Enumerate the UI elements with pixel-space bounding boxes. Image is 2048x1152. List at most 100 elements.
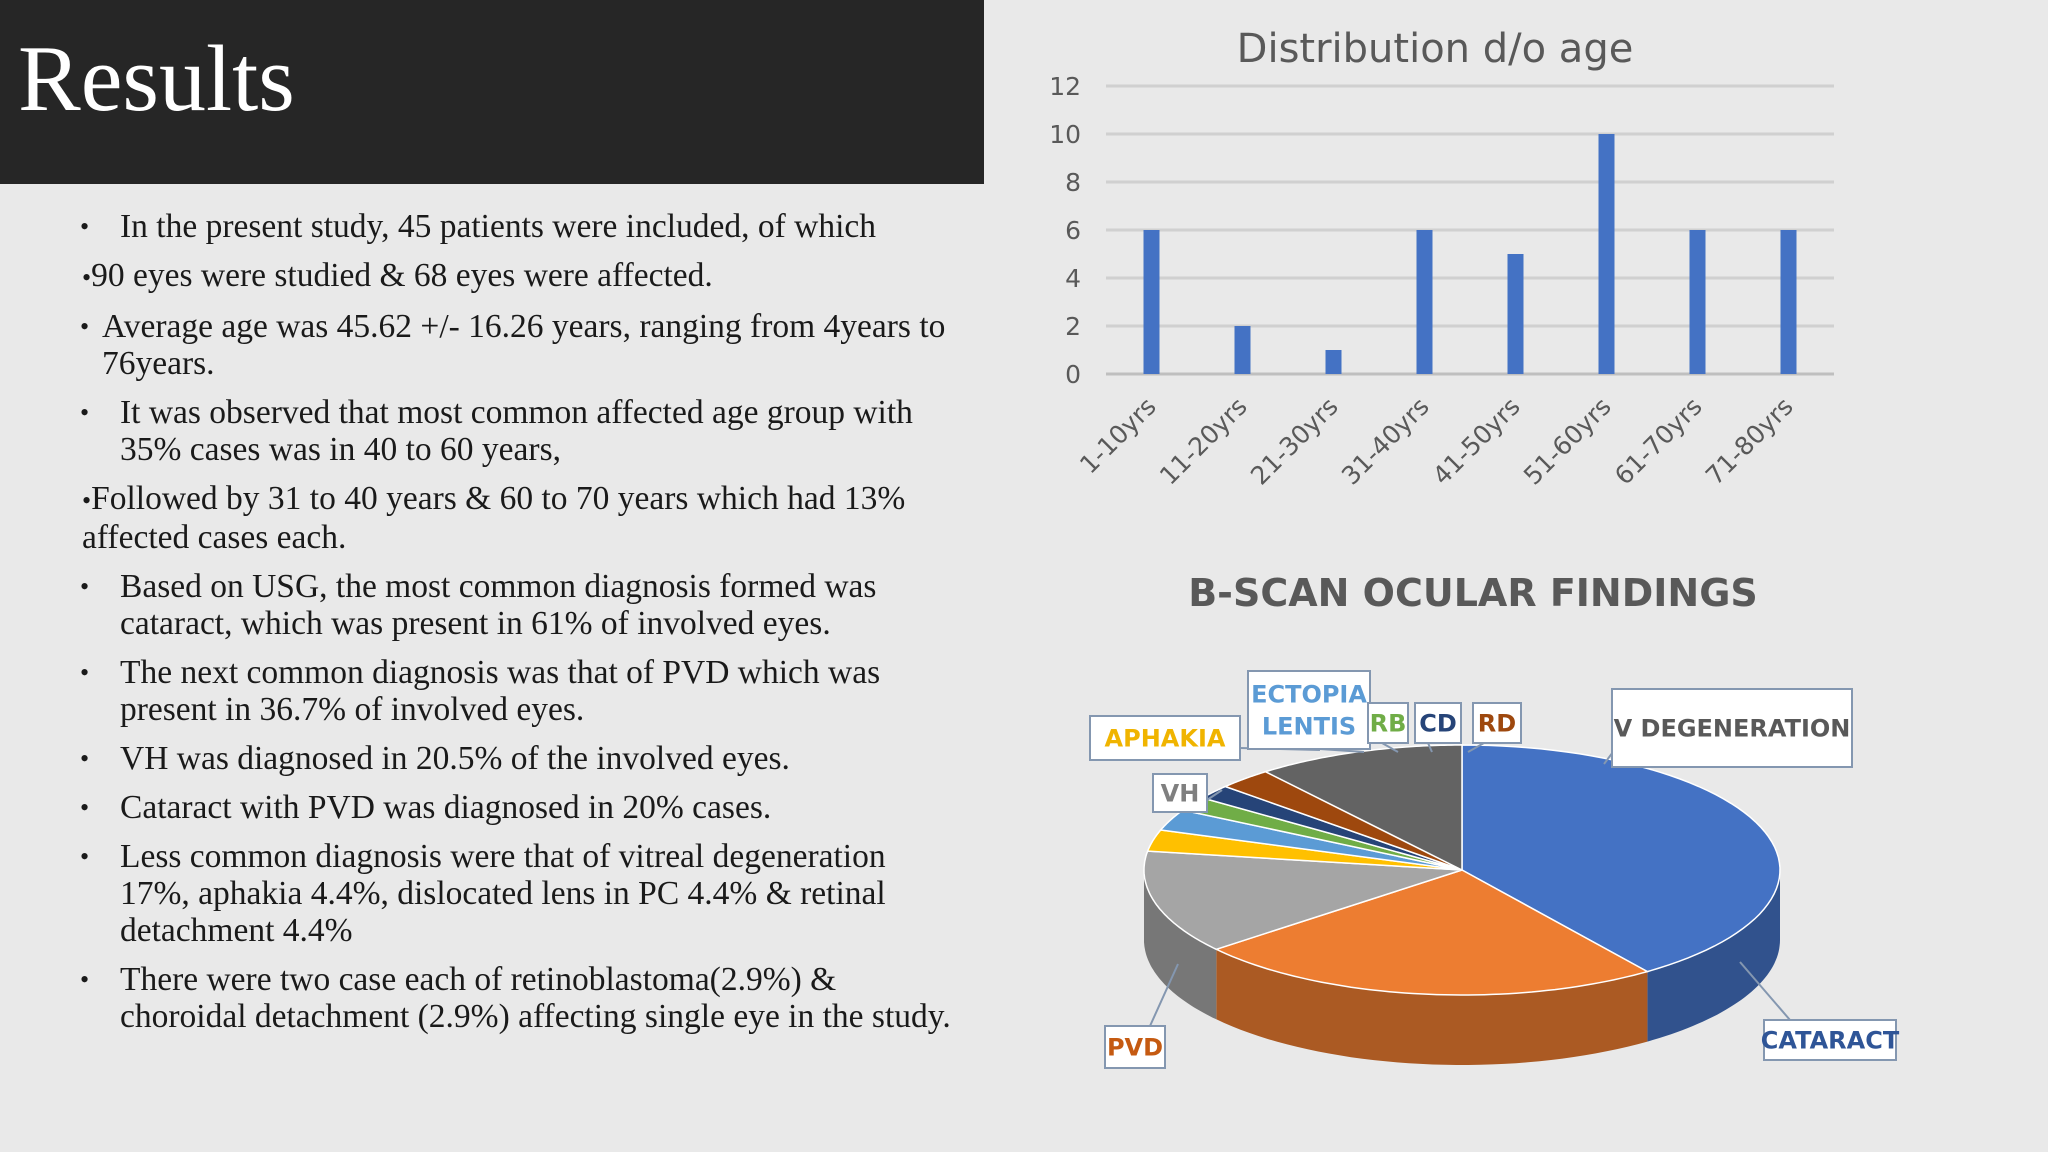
pie-callout: V DEGENERATION <box>1603 688 1853 768</box>
bar <box>1234 326 1251 374</box>
bar <box>1689 230 1706 374</box>
pie-top <box>1143 744 1781 996</box>
x-tick-label: 71-80yrs <box>1700 392 1799 491</box>
bullet-list: • In the present study, 45 patients were… <box>80 208 960 1047</box>
bullet-marker: • <box>80 744 90 773</box>
bullet-marker: • <box>80 398 90 427</box>
pie-slice <box>1222 770 1463 871</box>
bullet-item: • Average age was 45.62 +/- 16.26 years,… <box>80 308 960 382</box>
y-tick-label: 10 <box>1049 120 1081 149</box>
pie-slice-side <box>1647 870 1780 1042</box>
bullet-text: It was observed that most common affecte… <box>120 394 913 468</box>
bullet-text: Cataract with PVD was diagnosed in 20% c… <box>120 789 772 826</box>
bullet-marker: • <box>80 572 90 601</box>
y-tick-label: 0 <box>1065 360 1081 389</box>
bullet-item: • Based on USG, the most common diagnosi… <box>80 568 960 642</box>
bullet-text: Less common diagnosis were that of vitre… <box>120 838 886 949</box>
x-tick-label: 31-40yrs <box>1336 392 1435 491</box>
pie-callout: PVD <box>1104 963 1179 1069</box>
bullet-text: Average age was 45.62 +/- 16.26 years, r… <box>102 308 946 382</box>
callout-box <box>1472 702 1522 744</box>
pie-label: VH <box>1161 780 1200 808</box>
bscan-pie-chart: B-SCAN OCULAR FINDINGS CATARACT PVD VH APHA… <box>1089 571 1900 1069</box>
bullet-item: • Less common diagnosis were that of vit… <box>80 838 960 949</box>
callout-box <box>1104 1025 1166 1069</box>
pie-slice-side <box>1144 870 1217 1020</box>
x-tick-label: 41-50yrs <box>1427 392 1526 491</box>
y-tick-label: 4 <box>1065 264 1081 293</box>
callout-box <box>1089 715 1241 761</box>
bullet-marker: • <box>80 212 90 241</box>
bullet-marker: • <box>80 965 90 994</box>
bar <box>1416 230 1433 374</box>
y-tick-label: 8 <box>1065 168 1081 197</box>
bar <box>1598 134 1615 374</box>
bullet-marker: • <box>80 793 90 822</box>
pie-label: RD <box>1478 710 1516 738</box>
callout-box <box>1367 702 1409 744</box>
pie-slice-side <box>1216 949 1648 1065</box>
pie-callout: RD <box>1467 702 1522 753</box>
pie-label: ECTOPIA <box>1251 681 1367 709</box>
x-tick-label: 51-60yrs <box>1518 392 1617 491</box>
callout-box <box>1152 773 1208 813</box>
pie-callout: CATARACT <box>1739 961 1900 1061</box>
bullet-marker: • <box>80 312 90 341</box>
bar <box>1507 254 1524 374</box>
pie-label: RB <box>1370 710 1407 738</box>
x-tick-label: 11-20yrs <box>1154 392 1253 491</box>
bullet-item: • It was observed that most common affec… <box>80 394 960 468</box>
pie-callout: RB <box>1367 702 1409 753</box>
pie-label: CD <box>1419 710 1457 738</box>
bullet-item: • Cataract with PVD was diagnosed in 20%… <box>80 789 960 826</box>
pie-label: CATARACT <box>1761 1027 1900 1055</box>
callout-box <box>1247 670 1371 750</box>
y-tick-label: 2 <box>1065 312 1081 341</box>
bar <box>1325 350 1342 374</box>
bullet-text: There were two case each of retinoblasto… <box>120 961 951 1035</box>
bullet-text: VH was diagnosed in 20.5% of the involve… <box>120 740 790 777</box>
callout-box <box>1763 1019 1897 1061</box>
bullet-text: The next common diagnosis was that of PV… <box>120 654 881 728</box>
pie-callout: APHAKIA <box>1089 715 1321 761</box>
bullet-marker: • <box>82 263 92 292</box>
slide-title: Results <box>18 27 295 131</box>
pie-callout: ECTOPIA LENTIS <box>1247 670 1371 753</box>
bar <box>1780 230 1797 374</box>
x-tick-label: 21-30yrs <box>1245 392 1344 491</box>
age-bar-chart: Distribution d/o age 0 2 4 6 8 10 12 1-10yrs11… <box>1049 26 1834 491</box>
bullet-text: Followed by 31 to 40 years & 60 to 70 ye… <box>82 480 906 556</box>
bar <box>1143 230 1160 374</box>
bullet-text: Based on USG, the most common diagnosis … <box>120 568 877 642</box>
bullet-item: • There were two case each of retinoblas… <box>80 961 960 1035</box>
pie-slice <box>1143 850 1463 951</box>
title-bar: Results <box>0 0 984 184</box>
pie-slice <box>1159 809 1463 871</box>
pie-label: APHAKIA <box>1105 725 1226 753</box>
pie-chart-title: B-SCAN OCULAR FINDINGS <box>1188 571 1758 615</box>
pie-label: LENTIS <box>1262 713 1356 741</box>
bullet-text: In the present study, 45 patients were i… <box>120 208 877 245</box>
pie-callout: VH <box>1152 773 1223 813</box>
bullet-item: •90 eyes were studied & 68 eyes were aff… <box>82 257 960 296</box>
pie-slice <box>1214 869 1650 996</box>
bullet-text: 90 eyes were studied & 68 eyes were affe… <box>91 257 713 294</box>
callout-box <box>1414 702 1462 744</box>
bullet-item: • In the present study, 45 patients were… <box>80 208 960 245</box>
pie-sides <box>1144 870 1780 1065</box>
pie-label: PVD <box>1107 1034 1163 1062</box>
bullet-item: • The next common diagnosis was that of … <box>80 654 960 728</box>
bullet-marker: • <box>80 658 90 687</box>
y-tick-label: 6 <box>1065 216 1081 245</box>
pie-callout: CD <box>1414 702 1462 753</box>
bar-chart-title: Distribution d/o age <box>1237 26 1634 72</box>
pie-label: V DEGENERATION <box>1614 715 1851 743</box>
x-tick-label: 61-70yrs <box>1609 392 1708 491</box>
pie-slice <box>1461 744 1781 973</box>
bullet-marker: • <box>82 486 92 515</box>
bullet-item: • VH was diagnosed in 20.5% of the invol… <box>80 740 960 777</box>
x-tick-label: 1-10yrs <box>1074 392 1162 480</box>
bullet-marker: • <box>80 842 90 871</box>
y-tick-label: 12 <box>1049 72 1081 101</box>
